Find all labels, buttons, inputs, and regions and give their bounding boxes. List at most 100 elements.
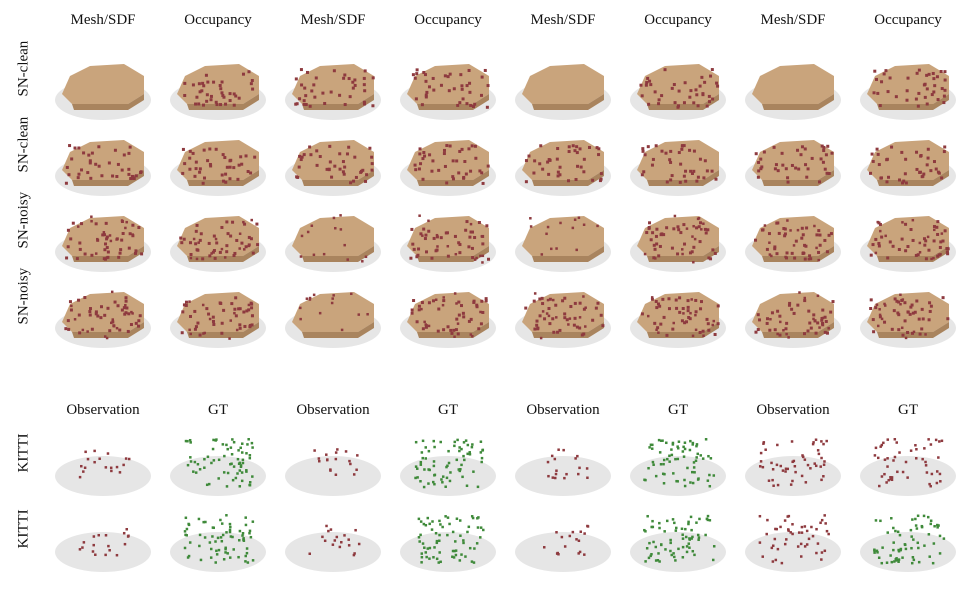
lidar-point — [457, 468, 461, 471]
voxel-point — [927, 318, 931, 322]
lidar-point — [553, 457, 557, 461]
voxel-point — [130, 176, 134, 180]
voxel-point — [918, 170, 922, 174]
lidar-point — [198, 468, 202, 471]
lidar-point — [349, 462, 352, 466]
voxel-point — [829, 232, 833, 236]
lidar-point — [694, 459, 698, 462]
lidar-point — [451, 555, 454, 558]
voxel-point — [82, 151, 86, 155]
voxel-point — [351, 80, 355, 84]
voxel-point — [423, 73, 427, 77]
result-image — [623, 270, 733, 360]
lidar-point — [938, 534, 942, 538]
voxel-point — [594, 306, 598, 310]
lidar-point — [448, 479, 452, 483]
lidar-point — [239, 465, 243, 468]
voxel-point — [805, 175, 809, 179]
lidar-point — [776, 443, 779, 447]
lidar-point — [94, 553, 97, 556]
lidar-point — [361, 260, 364, 263]
lidar-point — [711, 323, 715, 327]
lidar-point — [646, 514, 649, 518]
voxel-point — [111, 174, 115, 178]
voxel-point — [686, 309, 690, 313]
voxel-point — [180, 331, 184, 335]
lidar-point — [825, 529, 829, 533]
voxel-point — [209, 94, 213, 98]
voxel-point — [825, 171, 829, 175]
lidar-point — [244, 516, 247, 519]
lidar-point — [184, 439, 188, 443]
lidar-point — [462, 441, 466, 444]
voxel-point — [657, 102, 661, 106]
lidar-point — [110, 469, 113, 473]
lidar-point — [420, 561, 423, 564]
lidar-point — [221, 533, 225, 537]
voxel-point — [929, 304, 933, 308]
lidar-point — [446, 533, 449, 537]
voxel-point — [120, 308, 124, 312]
voxel-point — [198, 167, 202, 171]
lidar-point — [800, 525, 804, 529]
voxel-point — [231, 220, 235, 224]
voxel-point — [442, 152, 446, 156]
voxel-point — [804, 163, 808, 167]
voxel-point — [119, 248, 123, 252]
voxel-point — [467, 68, 471, 72]
voxel-point — [479, 93, 483, 97]
lidar-point — [251, 314, 254, 317]
voxel-point — [223, 156, 227, 160]
lidar-point — [817, 258, 820, 262]
lidar-point — [425, 555, 428, 559]
lidar-point — [563, 545, 567, 548]
voxel-point — [574, 177, 578, 181]
voxel-point — [680, 319, 684, 323]
voxel-point — [343, 165, 347, 169]
voxel-point — [100, 174, 104, 178]
car-side — [417, 170, 489, 186]
voxel-point — [131, 175, 135, 179]
ground-disc — [860, 456, 956, 496]
voxel-point — [214, 147, 218, 151]
lidar-point — [929, 519, 933, 523]
lidar-point — [825, 439, 828, 443]
lidar-point — [676, 447, 680, 450]
voxel-point — [679, 162, 683, 166]
lidar-point — [547, 474, 550, 478]
lidar-point — [669, 541, 672, 545]
lidar-point — [918, 241, 922, 245]
voxel-point — [539, 144, 543, 148]
voxel-point — [686, 299, 690, 303]
lidar-point — [231, 438, 234, 441]
lidar-point — [936, 526, 939, 529]
lidar-point — [421, 234, 424, 237]
lidar-point — [471, 443, 474, 446]
lidar-point — [584, 306, 587, 309]
voxel-point — [700, 75, 704, 79]
lidar-point — [692, 466, 696, 469]
voxel-point — [678, 180, 682, 184]
voxel-point — [128, 145, 132, 149]
voxel-point — [824, 153, 828, 157]
lidar-point — [108, 549, 111, 552]
lidar-point — [813, 462, 816, 465]
lidar-point — [890, 560, 894, 564]
voxel-point — [822, 145, 826, 149]
voxel-point — [211, 319, 215, 323]
lidar-point — [691, 535, 694, 539]
lidar-point — [231, 535, 234, 539]
voxel-point — [595, 146, 599, 150]
voxel-point — [936, 232, 940, 236]
lidar-point — [915, 527, 919, 530]
voxel-point — [754, 152, 758, 156]
voxel-point — [222, 308, 226, 312]
lidar-point — [217, 458, 221, 462]
lidar-point — [475, 256, 478, 260]
lidar-point — [242, 220, 245, 224]
lidar-point — [424, 446, 428, 449]
voxel-point — [908, 312, 912, 316]
lidar-point — [671, 443, 675, 446]
voxel-point — [201, 181, 205, 185]
lidar-point — [78, 548, 82, 551]
